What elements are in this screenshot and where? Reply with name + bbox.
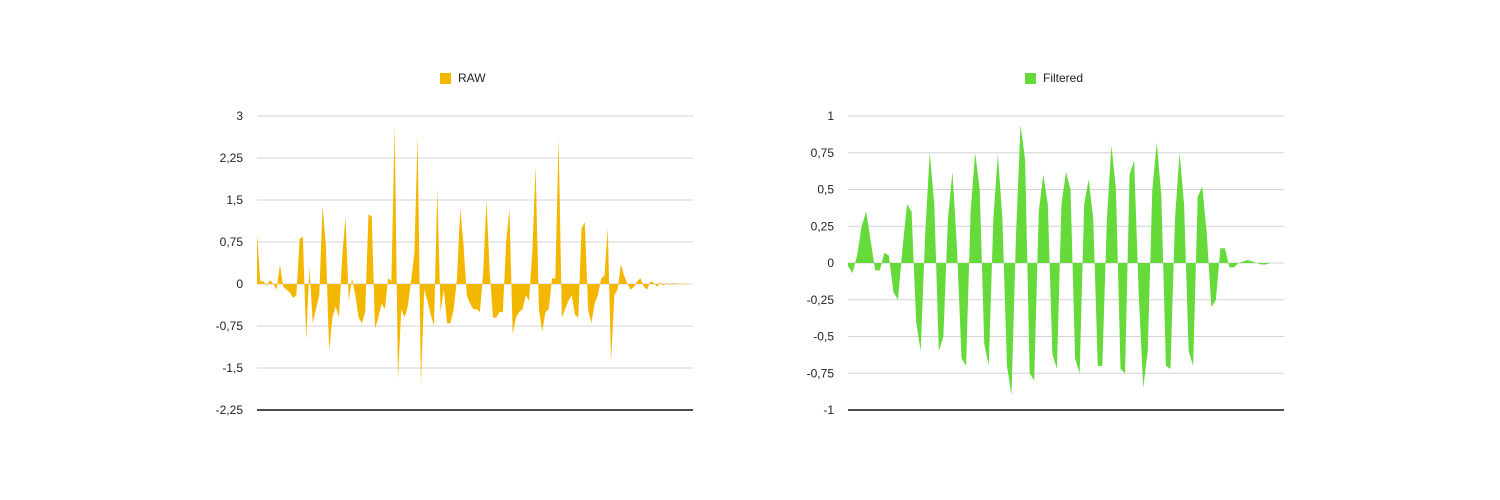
filtered-y-tick-label: 0,5 [817, 183, 834, 197]
filtered-plot: 1 0,75 0,5 0,25 0 -0,25 -0,5 -0,75 -1 [807, 109, 1284, 417]
filtered-y-tick-label: -0,5 [813, 330, 834, 344]
raw-y-tick-label: 1,5 [226, 193, 243, 207]
filtered-y-tick-label: -0,75 [807, 366, 835, 380]
raw-y-tick-label: 3 [236, 109, 243, 123]
raw-chart: RAW 3 2,25 1,5 0,75 0 -0,75 -1,5 -2,25 [216, 71, 693, 417]
filtered-legend: Filtered [1025, 71, 1083, 85]
filtered-y-tick-label: -0,25 [807, 293, 835, 307]
raw-series-area [257, 124, 693, 385]
filtered-y-tick-label: 0 [827, 256, 834, 270]
filtered-y-tick-label: -1 [823, 403, 834, 417]
raw-y-tick-label: -1,5 [222, 361, 243, 375]
filtered-chart: Filtered 1 0,75 0,5 0,25 0 -0,25 -0,5 -0,75 -1 [750, 0, 1500, 500]
filtered-series-area [848, 124, 1284, 396]
raw-y-tick-label: 0 [236, 277, 243, 291]
raw-legend-swatch [440, 72, 451, 84]
raw-y-tick-label: -0,75 [216, 319, 244, 333]
raw-legend-label: RAW [458, 71, 486, 85]
filtered-y-tick-label: 0,25 [811, 219, 835, 233]
raw-legend: RAW [440, 71, 486, 85]
raw-plot: 3 2,25 1,5 0,75 0 -0,75 -1,5 -2,25 [216, 109, 693, 417]
raw-y-tick-label: 0,75 [220, 235, 244, 249]
filtered-y-tick-label: 1 [827, 109, 834, 123]
filtered-legend-label: Filtered [1043, 71, 1084, 85]
filtered-legend-swatch [1025, 72, 1036, 84]
raw-y-tick-label: 2,25 [220, 151, 244, 165]
raw-y-tick-label: -2,25 [216, 403, 244, 417]
filtered-y-tick-label: 0,75 [811, 146, 835, 160]
